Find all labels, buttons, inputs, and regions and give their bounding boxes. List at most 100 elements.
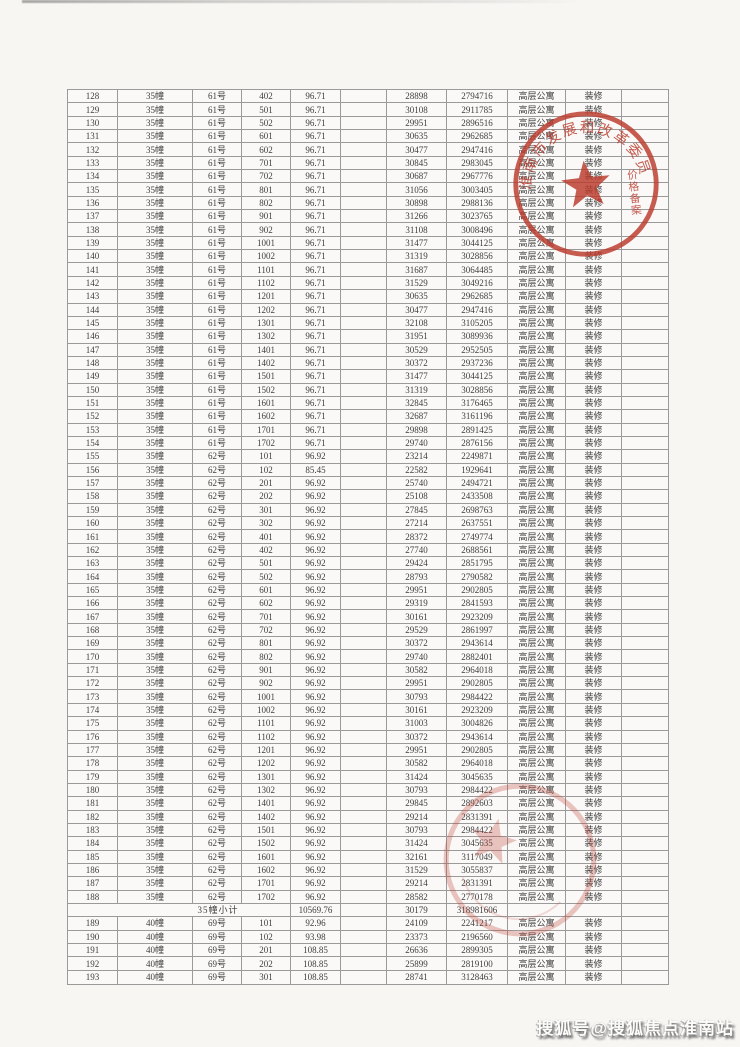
building-cell: 35幢 [117,502,193,518]
blank-cell [621,796,669,811]
type-cell: 高层公寓 [507,289,566,304]
table-row: 192 40幢 69号 202 108.85 25899 2819100 高层公寓 装修 [67,956,669,971]
unit-price-cell: 31266 [386,209,447,224]
blank-cell [340,889,387,904]
type-cell: 高层公寓 [507,636,566,651]
decoration-cell: 装修 [565,596,622,611]
table-row: 129 35幢 61号 501 96.71 30108 2911785 高层公寓 装修 [67,102,669,117]
building-cell: 35幢 [117,876,193,891]
decoration-cell: 装修 [565,729,622,744]
type-cell: 高层公寓 [507,195,566,211]
unit-cell: 62号 [192,769,242,784]
type-cell: 高层公寓 [507,102,566,117]
decoration-cell: 装修 [565,249,622,264]
total-price-cell: 2902805 [446,582,508,598]
area-cell: 96.71 [290,382,341,397]
unit-cell: 62号 [192,609,242,624]
unit-price-cell: 31951 [386,329,447,344]
area-cell: 96.92 [290,769,341,784]
building-cell: 35幢 [117,275,193,291]
building-cell: 35幢 [117,342,193,357]
table-row: 153 35幢 61号 1701 96.71 29898 2891425 高层公寓 装修 [67,422,669,437]
building-cell: 35幢 [117,742,193,758]
blank-cell [340,716,387,731]
seq-cell: 143 [67,289,118,304]
total-price-cell: 2947416 [446,142,508,157]
blank-cell [621,569,669,584]
room-cell: 1001 [241,235,291,251]
building-cell: 35幢 [117,716,193,731]
seq-cell: 166 [67,596,118,611]
unit-price-cell: 31056 [386,182,447,197]
decoration-cell: 装修 [565,822,622,838]
unit-price-cell: 30793 [386,782,447,798]
decoration-cell: 装修 [565,836,622,851]
seq-cell: 178 [67,756,118,771]
sohu-watermark: 搜狐号@搜狐焦点淮南站 [536,1019,734,1038]
unit-cell: 62号 [192,862,242,878]
table-row: 170 35幢 62号 802 96.92 29740 2882401 高层公寓 装修 [67,649,669,664]
blank-cell [621,582,669,598]
table-row: 164 35幢 62号 502 96.92 28793 2790582 高层公寓 装修 [67,569,669,584]
decoration-cell: 装修 [565,649,622,664]
unit-price-cell: 30108 [386,102,447,117]
room-cell: 901 [241,209,291,224]
blank-cell [621,596,669,611]
building-cell: 35幢 [117,862,193,878]
blank-cell [621,729,669,744]
total-price-cell: 2943614 [446,636,508,651]
blank-cell [340,249,387,264]
building-cell: 35幢 [117,729,193,744]
building-cell: 35幢 [117,636,193,651]
unit-price-cell: 29951 [386,582,447,598]
building-cell: 40幢 [117,929,193,945]
total-price-cell: 2876156 [446,435,508,451]
unit-cell: 62号 [192,796,242,811]
building-cell: 40幢 [117,916,193,931]
unit-cell: 61号 [192,235,242,251]
blank-cell [621,449,669,464]
area-cell: 96.92 [290,742,341,758]
blank-cell [340,369,387,384]
room-cell: 1701 [241,876,291,891]
area-cell: 96.92 [290,529,341,544]
decoration-cell: 装修 [565,849,622,864]
unit-cell: 61号 [192,355,242,371]
blank-cell [621,649,669,664]
total-price-cell: 2899305 [446,942,508,958]
area-cell: 85.45 [290,462,341,477]
room-cell: 802 [241,649,291,664]
table-row: 169 35幢 62号 801 96.92 30372 2943614 高层公寓 装修 [67,636,669,651]
seq-cell: 157 [67,475,118,491]
table-row: 146 35幢 61号 1302 96.71 31951 3089936 高层公寓 装修 [67,329,669,344]
blank-cell [621,475,669,491]
unit-price-cell: 30372 [386,355,447,371]
table-row: 135 35幢 61号 801 96.71 31056 3003405 高层公寓 装修 [67,182,669,197]
table-row: 151 35幢 61号 1601 96.71 32845 3176465 高层公寓 装修 [67,395,669,411]
room-cell: 402 [241,542,291,558]
building-cell: 35幢 [117,182,193,197]
room-cell: 1401 [241,796,291,811]
blank-cell [340,182,387,197]
blank-cell [621,382,669,397]
seq-cell: 182 [67,809,118,824]
unit-price-cell: 28898 [386,88,447,104]
total-price-cell: 2433508 [446,489,508,504]
unit-price-cell: 23214 [386,449,447,464]
table-row: 157 35幢 62号 201 96.92 25740 2494721 高层公寓 装修 [67,475,669,491]
area-cell: 96.92 [290,449,341,464]
seq-cell: 144 [67,302,118,317]
room-cell: 1501 [241,822,291,838]
seq-cell: 191 [67,942,118,958]
room-cell: 1701 [241,422,291,437]
subtotal-total-price-cell: 318981606 [446,902,508,918]
unit-price-cell: 32161 [386,849,447,864]
type-cell: 高层公寓 [507,302,566,317]
unit-cell: 61号 [192,262,242,277]
area-cell: 96.92 [290,689,341,704]
total-price-cell: 2637551 [446,515,508,531]
total-price-cell: 3044125 [446,235,508,251]
seq-cell: 192 [67,956,118,971]
room-cell: 1602 [241,409,291,424]
seq-cell: 168 [67,622,118,638]
